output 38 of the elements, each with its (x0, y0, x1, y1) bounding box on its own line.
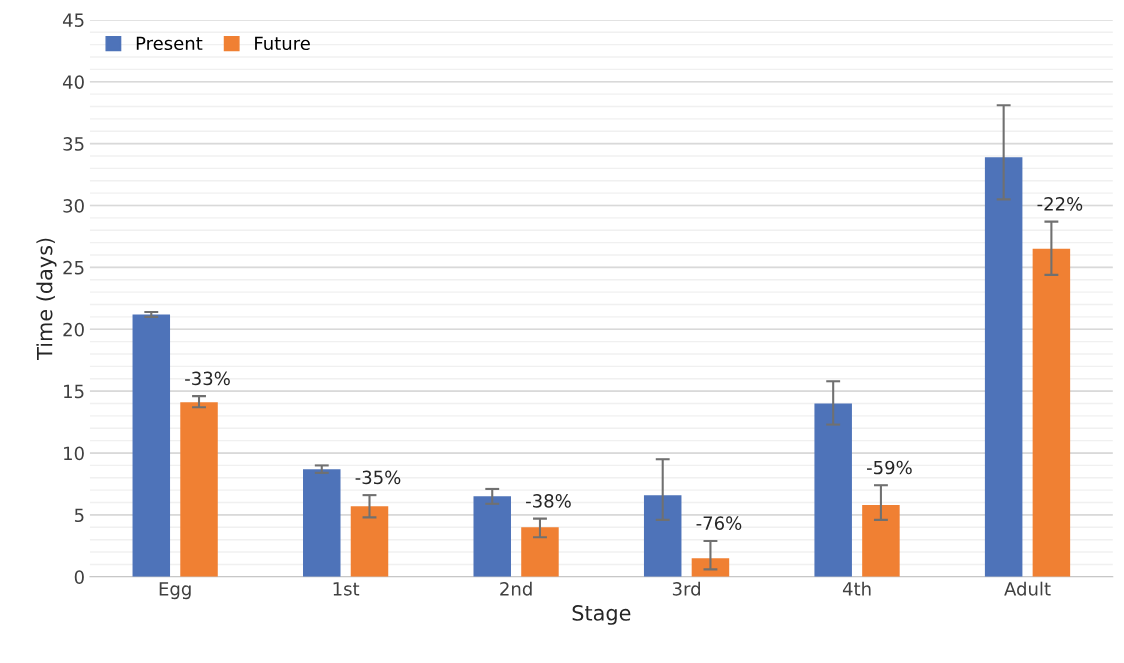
x-tick-label: Adult (1004, 581, 1051, 596)
y-tick-label: 30 (63, 198, 84, 213)
bar (862, 505, 900, 577)
annotation: -22% (1037, 197, 1083, 211)
y-tick-label: 25 (63, 260, 84, 275)
y-tick-label: 35 (63, 137, 84, 151)
y-tick-label: 0 (74, 570, 84, 584)
y-axis-title: Time (days) (36, 238, 57, 360)
bar (350, 506, 389, 577)
y-tick-label: 5 (74, 508, 84, 523)
bar (814, 403, 852, 577)
bar (180, 402, 218, 577)
bar (521, 527, 559, 577)
y-tick-label: 40 (62, 75, 84, 89)
y-tick-label: 15 (64, 384, 84, 399)
x-axis-title: Stage (572, 605, 631, 625)
x-tick-label: 4th (842, 581, 871, 596)
legend-label: Present (136, 36, 203, 51)
bar (132, 314, 171, 577)
bar (1032, 248, 1071, 577)
x-tick-label: Egg (159, 582, 191, 600)
bar (303, 469, 341, 577)
bar (984, 157, 1023, 577)
y-tick-label: 20 (63, 322, 84, 337)
bar (643, 495, 682, 577)
annotation: -38% (526, 494, 571, 508)
legend-label: Future (255, 36, 310, 51)
annotation: -33% (185, 371, 230, 386)
bar (473, 496, 511, 577)
y-tick-label: 45 (62, 13, 84, 28)
bar (691, 558, 730, 577)
x-tick-label: 1st (333, 582, 360, 596)
x-tick-label: 3rd (672, 581, 700, 596)
y-tick-label: 10 (64, 446, 84, 461)
x-tick-label: 2nd (500, 581, 532, 596)
annotation: -59% (867, 460, 912, 475)
annotation: -76% (696, 516, 742, 530)
annotation: -35% (355, 470, 401, 485)
